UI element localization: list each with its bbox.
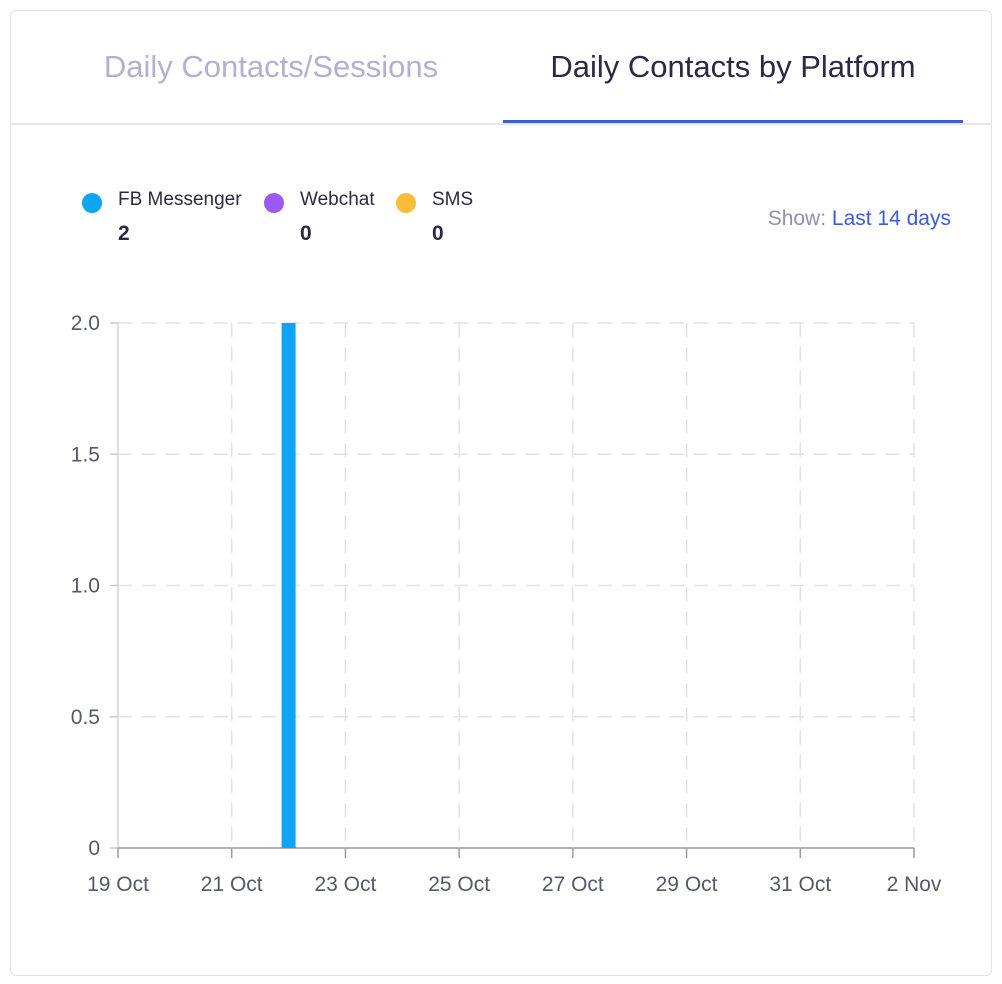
x-tick-label: 21 Oct xyxy=(201,873,263,896)
legend-dot-icon xyxy=(82,193,102,213)
date-range-dropdown[interactable]: Last 14 days xyxy=(831,207,951,230)
tab-bar: Daily Contacts/Sessions Daily Contacts b… xyxy=(11,11,991,125)
tab-daily-contacts-by-platform[interactable]: Daily Contacts by Platform xyxy=(550,49,916,84)
y-tick-label: 0.5 xyxy=(71,706,100,729)
y-tick-label: 1.0 xyxy=(71,575,100,598)
legend-count: 0 xyxy=(432,222,444,245)
y-tick-label: 2.0 xyxy=(71,312,100,335)
bar-fb-messenger xyxy=(281,323,296,848)
legend-count: 2 xyxy=(118,222,130,245)
x-tick-label: 19 Oct xyxy=(87,873,149,896)
date-range-selector: Show: Last 14 days xyxy=(768,207,951,231)
y-tick-label: 0 xyxy=(88,837,100,860)
legend-label: FB Messenger xyxy=(118,189,242,210)
legend-count: 0 xyxy=(300,222,312,245)
legend-label: SMS xyxy=(432,189,474,210)
active-tab-indicator xyxy=(503,120,963,123)
x-tick-label: 2 Nov xyxy=(887,873,942,896)
x-tick-label: 29 Oct xyxy=(656,873,718,896)
bar-chart: 0 0.5 1.0 1.5 2.0 19 Oct 21 Oct 23 Oct 25 Oct 27 … xyxy=(71,312,942,896)
legend-label: Webchat xyxy=(300,189,375,210)
x-tick-label: 27 Oct xyxy=(542,873,604,896)
x-tick-label: 25 Oct xyxy=(428,873,490,896)
legend-dot-icon xyxy=(264,193,284,213)
show-label: Show: xyxy=(767,207,827,230)
x-tick-label: 23 Oct xyxy=(314,873,376,896)
chart-card: Daily Contacts/Sessions Daily Contacts b… xyxy=(10,10,992,976)
tab-daily-contacts-sessions[interactable]: Daily Contacts/Sessions xyxy=(103,49,439,84)
y-tick-label: 1.5 xyxy=(71,443,100,466)
legend-dot-icon xyxy=(396,193,416,213)
x-tick-label: 31 Oct xyxy=(769,873,831,896)
